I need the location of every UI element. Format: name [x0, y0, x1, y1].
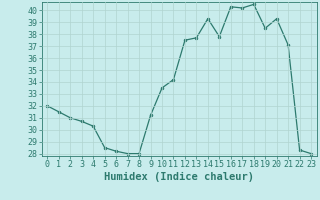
X-axis label: Humidex (Indice chaleur): Humidex (Indice chaleur) [104, 172, 254, 182]
